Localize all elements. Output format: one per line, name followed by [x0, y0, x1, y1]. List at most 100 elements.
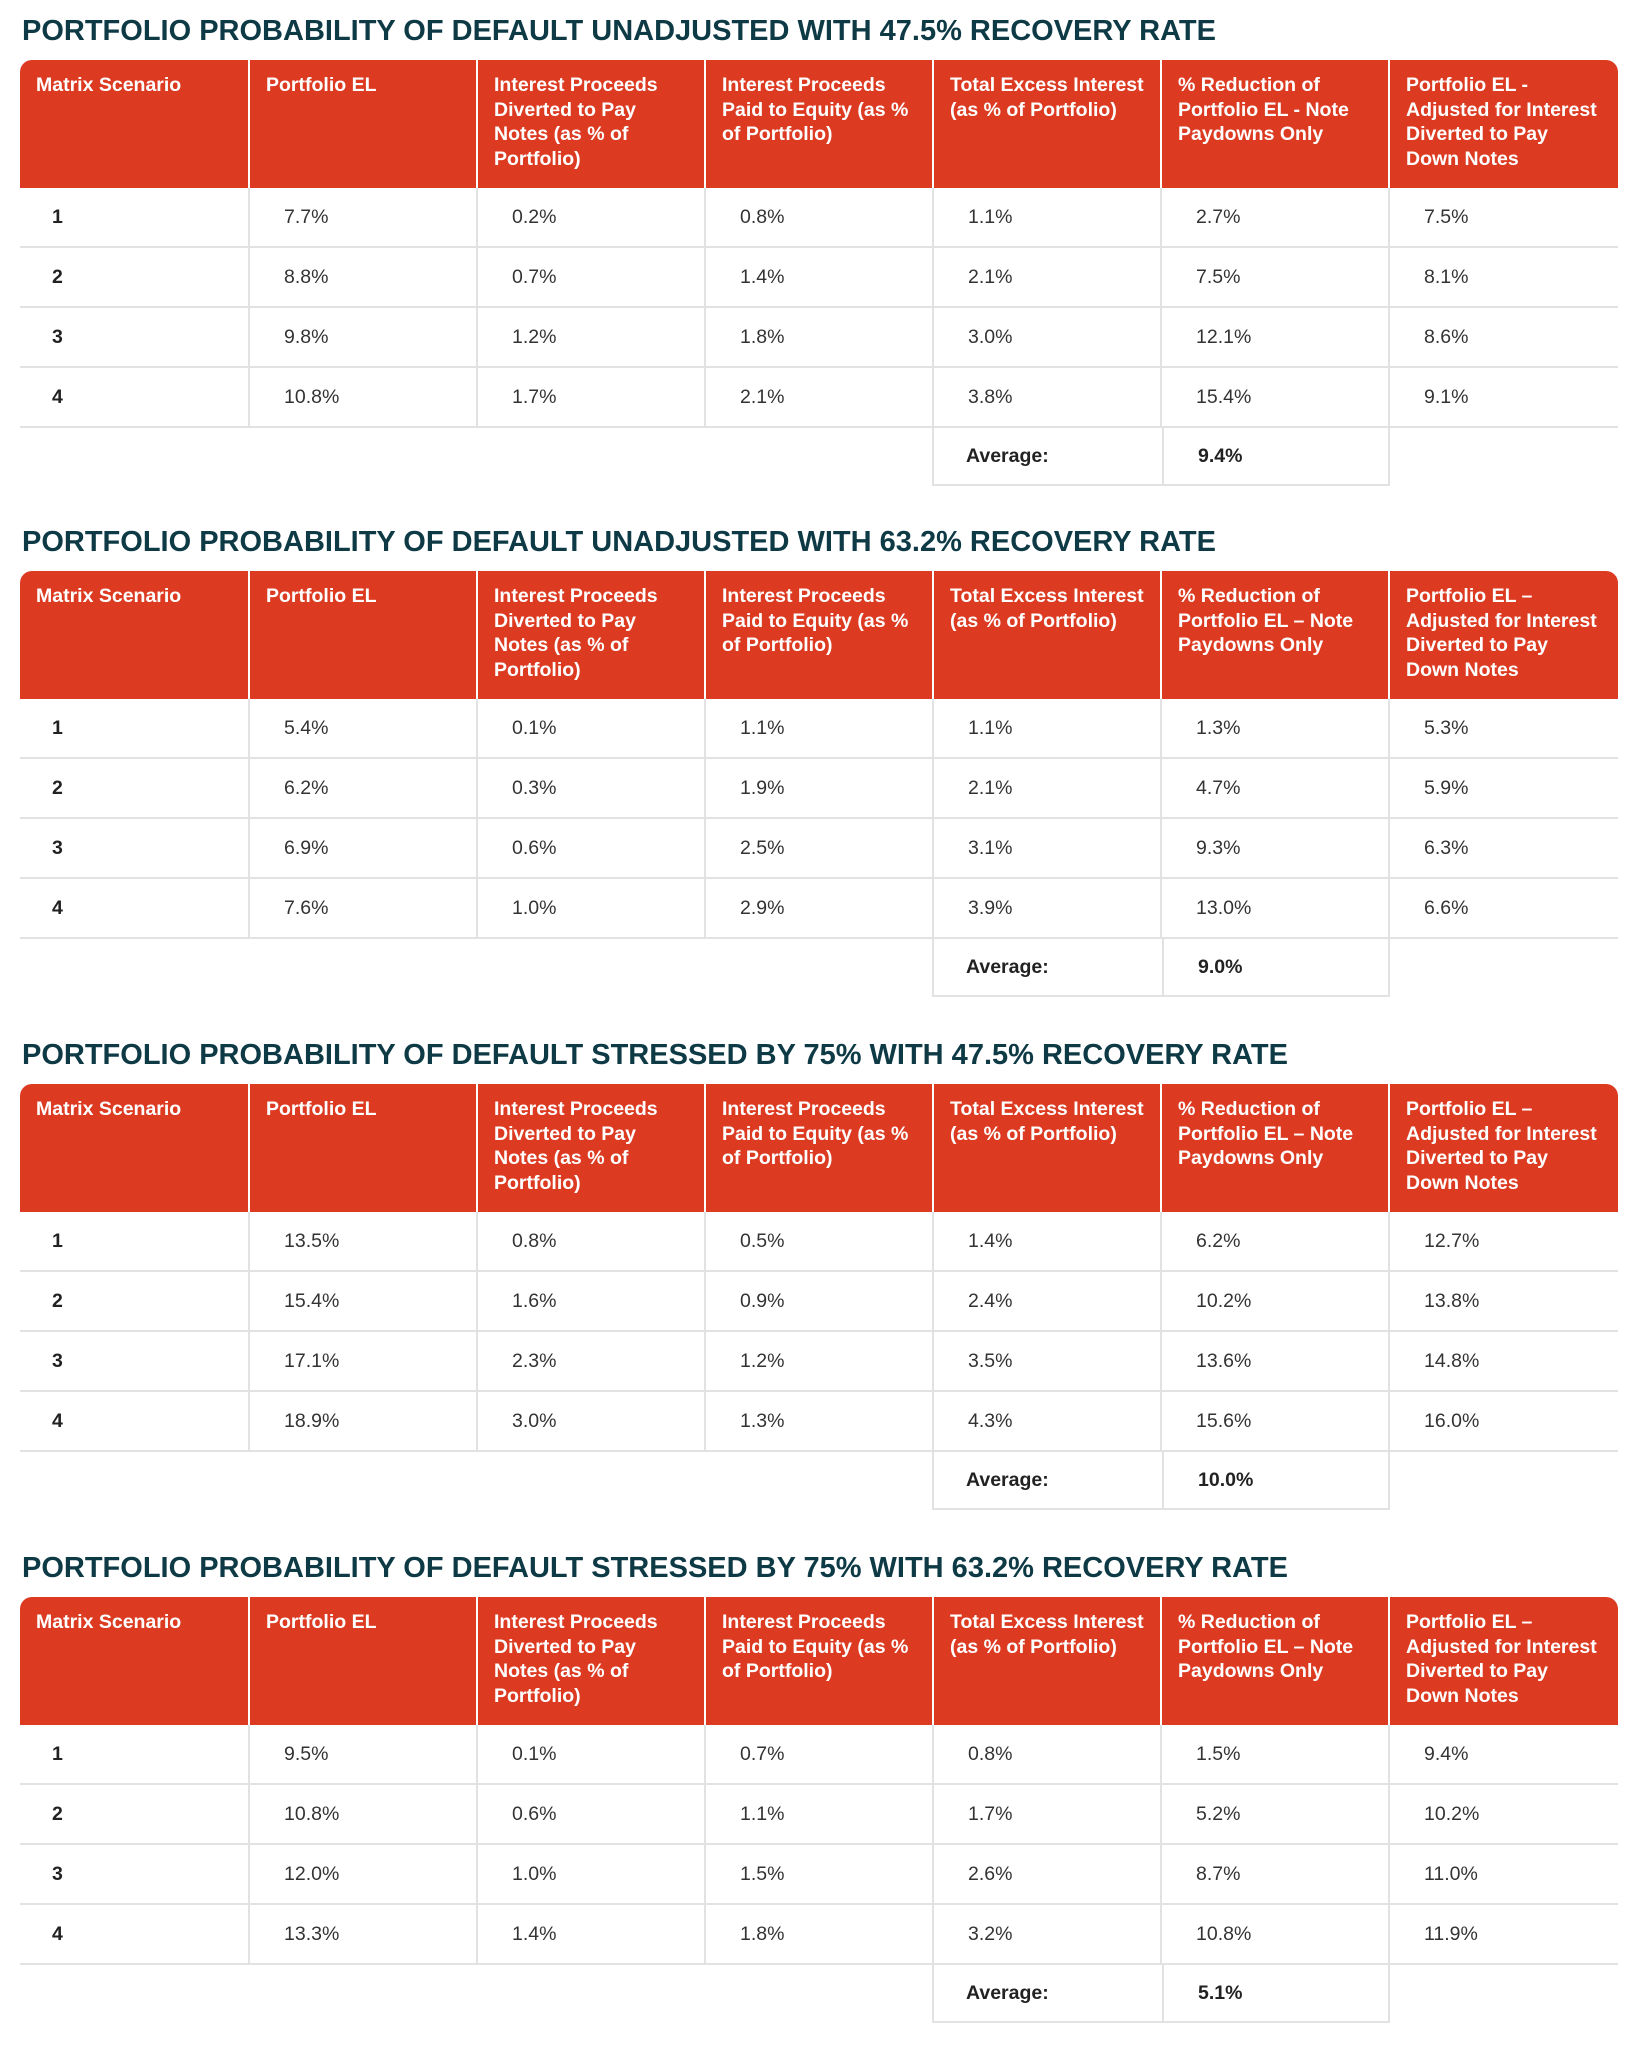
column-header-reduction-el: % Reduction of Portfolio EL – Note Paydo… — [1160, 571, 1388, 699]
column-header-matrix-scenario: Matrix Scenario — [36, 1098, 182, 1120]
cell-interest-paid-equity: 0.9% — [704, 1272, 932, 1330]
cell-total-excess-interest: 3.5% — [932, 1332, 1160, 1390]
cell-adjusted-el: 6.3% — [1388, 819, 1618, 877]
cell-portfolio-el: 10.8% — [248, 1785, 476, 1843]
cell-interest-diverted: 0.7% — [476, 248, 704, 306]
cell-total-excess-interest: 3.8% — [932, 368, 1160, 426]
cell-adjusted-el: 6.6% — [1388, 879, 1618, 937]
cell-reduction-el: 13.0% — [1160, 879, 1388, 937]
average-box: Average: 5.1% — [932, 1965, 1390, 2023]
table-row: 1 9.5% 0.1% 0.7% 0.8% 1.5% 9.4% — [20, 1725, 1618, 1785]
column-header-portfolio-el: Portfolio EL — [248, 60, 476, 188]
cell-interest-paid-equity: 0.8% — [704, 188, 932, 246]
cell-interest-diverted: 1.7% — [476, 368, 704, 426]
column-header-interest-paid-equity: Interest Proceeds Paid to Equity (as % o… — [704, 60, 932, 188]
table-row: 3 17.1% 2.3% 1.2% 3.5% 13.6% 14.8% — [20, 1332, 1618, 1392]
cell-reduction-el: 1.3% — [1160, 699, 1388, 757]
cell-portfolio-el: 9.5% — [248, 1725, 476, 1783]
cell-interest-diverted: 0.1% — [476, 1725, 704, 1783]
column-header-total-excess-interest: Total Excess Interest (as % of Portfolio… — [932, 571, 1160, 699]
cell-total-excess-interest: 3.1% — [932, 819, 1160, 877]
cell-total-excess-interest: 3.2% — [932, 1905, 1160, 1963]
cell-reduction-el: 10.2% — [1160, 1272, 1388, 1330]
section-title: PORTFOLIO PROBABILITY OF DEFAULT UNADJUS… — [22, 15, 1216, 47]
average-row: Average: 5.1% — [20, 1965, 1618, 2023]
average-label: Average: — [966, 956, 1049, 978]
cell-interest-paid-equity: 2.9% — [704, 879, 932, 937]
column-header-total-excess-interest: Total Excess Interest (as % of Portfolio… — [932, 1597, 1160, 1725]
cell-reduction-el: 15.4% — [1160, 368, 1388, 426]
cell-interest-paid-equity: 0.7% — [704, 1725, 932, 1783]
table-row: 4 13.3% 1.4% 1.8% 3.2% 10.8% 11.9% — [20, 1905, 1618, 1965]
average-row: Average: 10.0% — [20, 1452, 1618, 1510]
cell-adjusted-el: 5.3% — [1388, 699, 1618, 757]
cell-adjusted-el: 11.0% — [1388, 1845, 1618, 1903]
table-row: 3 12.0% 1.0% 1.5% 2.6% 8.7% 11.0% — [20, 1845, 1618, 1905]
cell-portfolio-el: 5.4% — [248, 699, 476, 757]
cell-interest-diverted: 0.1% — [476, 699, 704, 757]
cell-adjusted-el: 14.8% — [1388, 1332, 1618, 1390]
cell-reduction-el: 8.7% — [1160, 1845, 1388, 1903]
cell-portfolio-el: 15.4% — [248, 1272, 476, 1330]
cell-reduction-el: 15.6% — [1160, 1392, 1388, 1450]
cell-scenario: 4 — [52, 1923, 63, 1945]
cell-total-excess-interest: 1.1% — [932, 188, 1160, 246]
table-row: 2 15.4% 1.6% 0.9% 2.4% 10.2% 13.8% — [20, 1272, 1618, 1332]
cell-reduction-el: 6.2% — [1160, 1212, 1388, 1270]
cell-interest-diverted: 0.8% — [476, 1212, 704, 1270]
cell-interest-paid-equity: 1.5% — [704, 1845, 932, 1903]
cell-interest-paid-equity: 1.2% — [704, 1332, 932, 1390]
cell-portfolio-el: 9.8% — [248, 308, 476, 366]
column-header-total-excess-interest: Total Excess Interest (as % of Portfolio… — [932, 60, 1160, 188]
cell-adjusted-el: 8.1% — [1388, 248, 1618, 306]
cell-interest-diverted: 1.2% — [476, 308, 704, 366]
column-header-matrix-scenario: Matrix Scenario — [36, 585, 182, 607]
cell-portfolio-el: 7.7% — [248, 188, 476, 246]
average-value: 10.0% — [1162, 1452, 1390, 1508]
cell-scenario: 2 — [52, 1290, 63, 1312]
cell-portfolio-el: 8.8% — [248, 248, 476, 306]
cell-interest-diverted: 1.4% — [476, 1905, 704, 1963]
table-row: 3 9.8% 1.2% 1.8% 3.0% 12.1% 8.6% — [20, 308, 1618, 368]
cell-portfolio-el: 13.3% — [248, 1905, 476, 1963]
cell-total-excess-interest: 4.3% — [932, 1392, 1160, 1450]
cell-portfolio-el: 6.2% — [248, 759, 476, 817]
cell-total-excess-interest: 2.1% — [932, 759, 1160, 817]
cell-interest-paid-equity: 0.5% — [704, 1212, 932, 1270]
cell-scenario: 3 — [52, 837, 63, 859]
section-title: PORTFOLIO PROBABILITY OF DEFAULT STRESSE… — [22, 1039, 1288, 1071]
cell-interest-paid-equity: 1.1% — [704, 699, 932, 757]
column-header-interest-diverted: Interest Proceeds Diverted to Pay Notes … — [476, 571, 704, 699]
cell-total-excess-interest: 2.1% — [932, 248, 1160, 306]
cell-scenario: 3 — [52, 1350, 63, 1372]
cell-reduction-el: 7.5% — [1160, 248, 1388, 306]
cell-interest-diverted: 1.0% — [476, 1845, 704, 1903]
cell-total-excess-interest: 0.8% — [932, 1725, 1160, 1783]
cell-interest-paid-equity: 2.5% — [704, 819, 932, 877]
average-label: Average: — [966, 1982, 1049, 2004]
cell-portfolio-el: 12.0% — [248, 1845, 476, 1903]
column-header-portfolio-el: Portfolio EL — [248, 1084, 476, 1212]
table-row: 1 7.7% 0.2% 0.8% 1.1% 2.7% 7.5% — [20, 188, 1618, 248]
cell-scenario: 2 — [52, 777, 63, 799]
cell-reduction-el: 13.6% — [1160, 1332, 1388, 1390]
average-box: Average: 9.4% — [932, 428, 1390, 486]
cell-adjusted-el: 7.5% — [1388, 188, 1618, 246]
cell-interest-paid-equity: 1.8% — [704, 1905, 932, 1963]
column-header-adjusted-el: Portfolio EL – Adjusted for Interest Div… — [1388, 571, 1618, 699]
cell-adjusted-el: 8.6% — [1388, 308, 1618, 366]
average-value: 5.1% — [1162, 1965, 1390, 2021]
table-row: 4 18.9% 3.0% 1.3% 4.3% 15.6% 16.0% — [20, 1392, 1618, 1452]
data-table: Matrix Scenario Portfolio EL Interest Pr… — [20, 1084, 1618, 1510]
data-table: Matrix Scenario Portfolio EL Interest Pr… — [20, 60, 1618, 486]
average-value: 9.4% — [1162, 428, 1390, 484]
table-row: 2 8.8% 0.7% 1.4% 2.1% 7.5% 8.1% — [20, 248, 1618, 308]
cell-scenario: 1 — [52, 206, 63, 228]
cell-portfolio-el: 13.5% — [248, 1212, 476, 1270]
cell-interest-diverted: 0.6% — [476, 1785, 704, 1843]
cell-portfolio-el: 10.8% — [248, 368, 476, 426]
cell-adjusted-el: 9.1% — [1388, 368, 1618, 426]
cell-portfolio-el: 7.6% — [248, 879, 476, 937]
average-value: 9.0% — [1162, 939, 1390, 995]
cell-reduction-el: 1.5% — [1160, 1725, 1388, 1783]
